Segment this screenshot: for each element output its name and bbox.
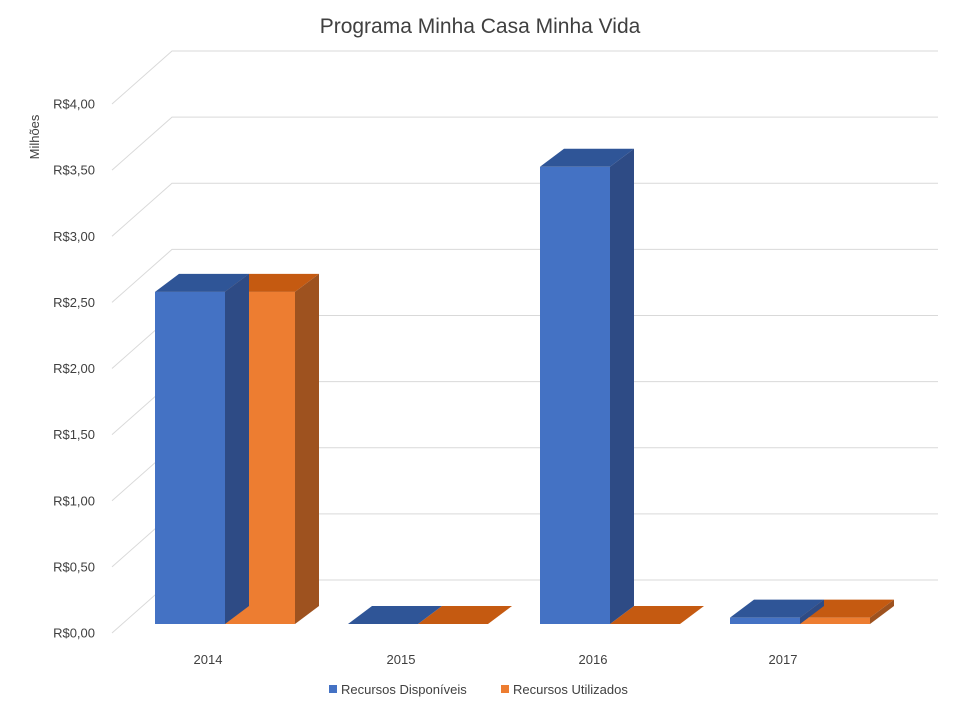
y-tick-label: R$2,00 [53, 361, 95, 376]
y-tick-label: R$2,50 [53, 295, 95, 310]
x-axis-tick-labels: 2014 2015 2016 2017 [194, 652, 798, 667]
y-tick-label: R$4,00 [53, 97, 95, 112]
bar [540, 148, 634, 624]
bar-side [225, 273, 249, 624]
gridline [111, 248, 938, 303]
bar-front [540, 166, 610, 624]
bar-top [418, 606, 512, 624]
legend-item: Recursos Utilizados [501, 682, 628, 697]
x-tick-label: 2016 [579, 652, 608, 667]
bar-side [295, 273, 319, 624]
gridline [111, 116, 938, 171]
y-tick-label: R$0,50 [53, 559, 95, 574]
y-tick-label: R$1,50 [53, 427, 95, 442]
legend-item: Recursos Disponíveis [329, 682, 467, 697]
bar-top [610, 606, 704, 624]
legend-swatch [329, 685, 337, 693]
bar [730, 599, 824, 624]
bar-front [800, 617, 870, 624]
bar-front [155, 291, 225, 624]
y-tick-label: R$3,00 [53, 229, 95, 244]
bar [155, 273, 249, 624]
bar-top [730, 599, 824, 618]
bar-top [155, 273, 249, 292]
bar-side [800, 599, 824, 624]
bar-front [730, 617, 800, 624]
legend: Recursos Disponíveis Recursos Utilizados [329, 682, 628, 697]
gridline [111, 50, 938, 105]
y-tick-label: R$0,00 [53, 626, 95, 641]
legend-swatch [501, 685, 509, 693]
gridline [111, 182, 938, 237]
bar [418, 606, 512, 624]
bar-top [540, 148, 634, 167]
bar-side [870, 599, 894, 624]
bar-top [348, 606, 442, 624]
y-axis-title: Milhões [27, 114, 42, 159]
bars [155, 148, 894, 624]
y-axis-tick-labels: R$0,00 R$0,50 R$1,00 R$1,50 R$2,00 R$2,50 R$3,… [53, 97, 95, 641]
y-tick-label: R$1,00 [53, 493, 95, 508]
legend-label: Recursos Utilizados [513, 682, 628, 697]
bar-side [610, 148, 634, 624]
y-tick-label: R$3,50 [53, 163, 95, 178]
bar [610, 606, 704, 624]
chart-title: Programa Minha Casa Minha Vida [320, 15, 641, 38]
x-tick-label: 2014 [194, 652, 223, 667]
x-tick-label: 2017 [769, 652, 798, 667]
x-tick-label: 2015 [387, 652, 416, 667]
bar [348, 606, 442, 624]
legend-label: Recursos Disponíveis [341, 682, 467, 697]
